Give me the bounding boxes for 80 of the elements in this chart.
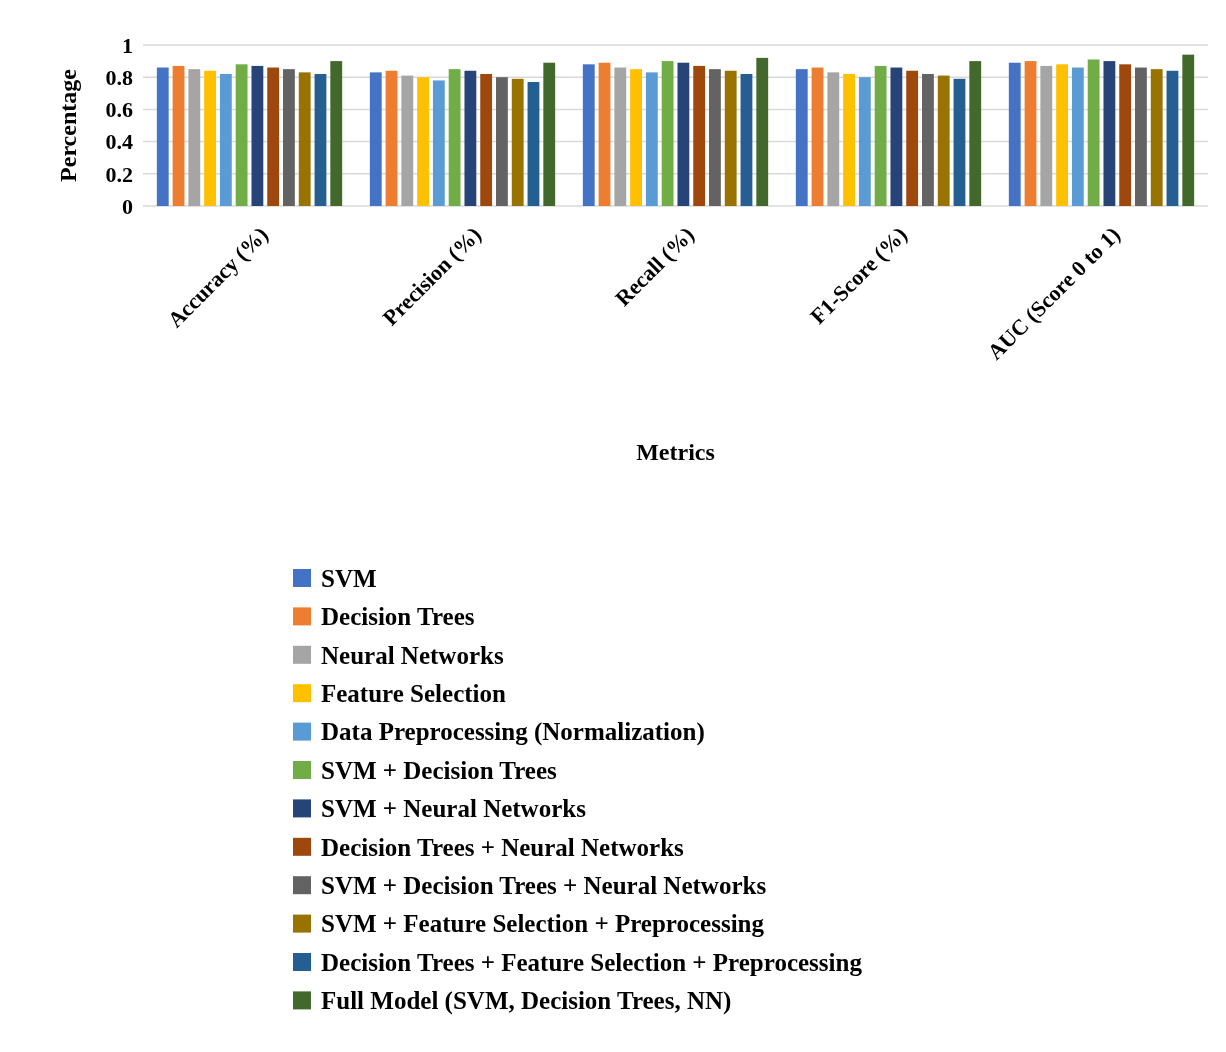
bar <box>614 67 627 206</box>
legend-label: Full Model (SVM, Decision Trees, NN) <box>321 987 732 1016</box>
bar <box>1135 67 1147 206</box>
legend-label: SVM + Decision Trees + Neural Networks <box>321 871 767 899</box>
bar <box>204 70 216 206</box>
bar <box>953 78 966 206</box>
bar <box>1119 64 1132 206</box>
legend-label: SVM + Decision Trees <box>321 756 558 784</box>
bar <box>677 62 690 206</box>
y-tick-label: 0.4 <box>105 129 133 155</box>
y-axis-title: Percentage <box>55 68 81 182</box>
bar <box>314 73 327 206</box>
bar <box>1150 69 1163 206</box>
bar <box>1008 62 1021 206</box>
bar <box>156 67 169 206</box>
bar <box>693 65 706 206</box>
bar <box>598 62 611 206</box>
bar <box>251 65 264 206</box>
legend-label: Data Preprocessing (Normalization) <box>321 718 705 747</box>
legend-label: Decision Trees <box>321 603 475 631</box>
bar <box>740 73 753 206</box>
bar <box>188 69 201 206</box>
bar <box>1182 54 1195 206</box>
y-tick-label: 1 <box>122 32 133 58</box>
bar <box>827 72 840 206</box>
bar <box>527 82 540 206</box>
y-tick-label: 0.8 <box>105 64 133 90</box>
bar <box>724 70 737 206</box>
bar <box>858 77 871 206</box>
bar <box>1056 64 1068 206</box>
bar <box>267 67 280 206</box>
bar <box>661 61 674 206</box>
bar <box>937 75 950 206</box>
bar <box>448 69 461 206</box>
legend-label: Neural Networks <box>321 641 504 669</box>
bar <box>298 72 311 206</box>
y-tick-label: 0.6 <box>105 97 133 123</box>
y-tick-label: 0.2 <box>105 161 133 187</box>
bar <box>1087 59 1100 206</box>
bar <box>582 64 595 206</box>
bar <box>219 73 232 206</box>
legend-label: Feature Selection <box>321 679 506 707</box>
bar <box>1040 65 1053 206</box>
y-tick-label: 0 <box>122 193 133 219</box>
bar <box>890 67 903 206</box>
bar <box>795 69 808 206</box>
legend-label: Decision Trees + Neural Networks <box>321 833 685 861</box>
bar <box>1103 61 1116 206</box>
bar <box>369 72 382 206</box>
bar <box>480 73 493 206</box>
bar <box>464 70 477 206</box>
bar <box>235 64 248 206</box>
bar <box>511 78 524 206</box>
bar <box>843 73 855 206</box>
bar <box>172 65 185 206</box>
x-axis-title: Metrics <box>636 439 715 465</box>
bar <box>630 69 642 206</box>
bar <box>906 70 919 206</box>
bar <box>330 61 343 206</box>
bar <box>543 62 556 206</box>
legend-label: SVM + Feature Selection + Preprocessing <box>321 910 765 938</box>
bar <box>401 75 414 206</box>
bar <box>1071 67 1084 206</box>
bar <box>432 80 445 206</box>
bar <box>417 77 429 206</box>
legend-label: SVM + Neural Networks <box>321 795 587 823</box>
bar <box>496 77 508 206</box>
bar <box>709 69 721 206</box>
bar <box>969 61 982 206</box>
bar <box>756 57 769 206</box>
bar <box>645 72 658 206</box>
legend-label: SVM <box>321 564 377 592</box>
bar <box>1166 70 1179 206</box>
bar <box>811 67 824 206</box>
bar <box>1024 61 1037 206</box>
bar <box>385 70 398 206</box>
legend-label: Decision Trees + Feature Selection + Preprocessing <box>321 948 863 976</box>
bar <box>283 69 295 206</box>
bar <box>874 65 887 206</box>
bar <box>922 73 934 206</box>
